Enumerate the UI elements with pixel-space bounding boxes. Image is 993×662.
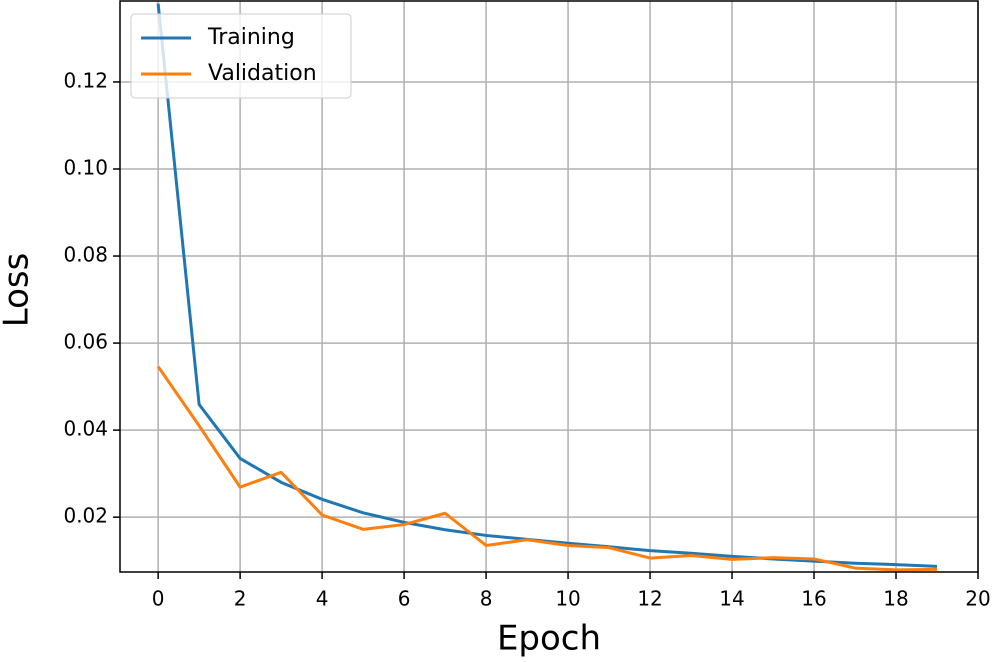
x-axis-label: Epoch [497,619,601,659]
y-tick-label: 0.06 [63,330,108,354]
legend-label: Validation [208,61,317,86]
legend: Training Validation [130,13,352,99]
x-tick-label: 4 [316,587,329,611]
x-tick-label: 0 [152,587,165,611]
x-tick-label: 20 [965,587,990,611]
ticks: 0 2 4 6 8 10 12 14 16 18 20 0.02 0.04 0.06 0.08 0.10 0.1… [63,68,990,610]
x-tick-label: 10 [555,587,580,611]
x-tick-label: 12 [637,587,662,611]
x-tick-label: 2 [234,587,247,611]
y-tick-label: 0.04 [63,417,108,441]
x-tick-label: 14 [719,587,744,611]
x-tick-label: 16 [801,587,826,611]
legend-label: Training [207,25,295,50]
y-tick-label: 0.12 [63,68,108,92]
x-tick-label: 8 [480,587,493,611]
plot-lines [156,3,938,572]
y-tick-label: 0.10 [63,155,108,179]
y-tick-label: 0.08 [63,243,108,267]
plot-frame [119,0,979,573]
y-axis-label: Loss [0,253,37,328]
series-line [156,365,938,572]
x-tick-label: 6 [398,587,411,611]
legend-box [130,13,352,99]
y-tick-label: 0.02 [63,504,108,528]
x-tick-label: 18 [883,587,908,611]
